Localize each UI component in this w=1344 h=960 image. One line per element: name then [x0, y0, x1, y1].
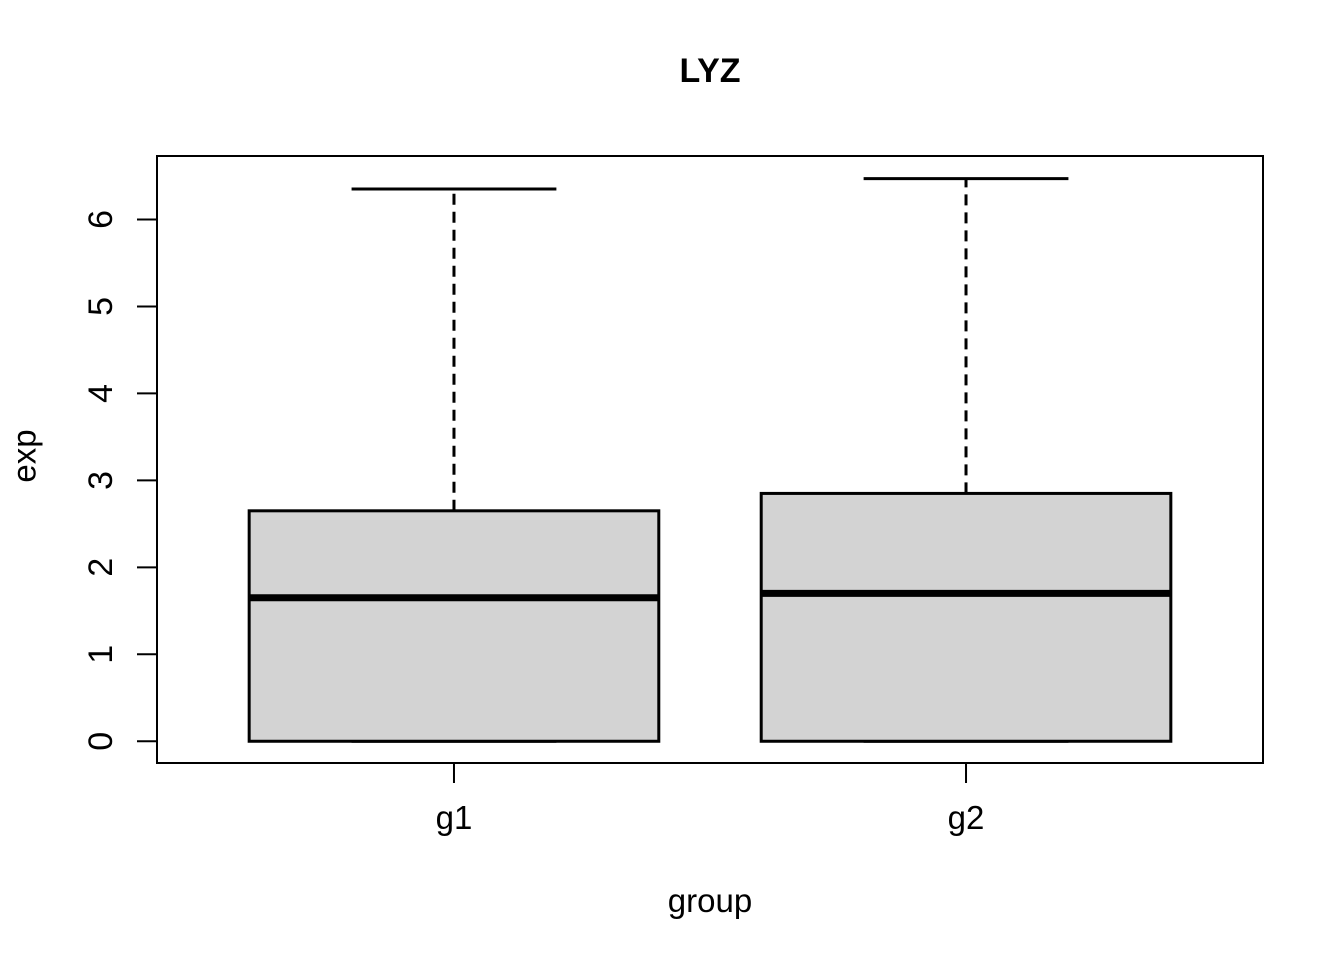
y-tick-label: 5 [82, 297, 120, 316]
y-tick-label: 3 [82, 471, 120, 490]
chart-title: LYZ [679, 52, 741, 90]
y-tick-label: 4 [82, 384, 120, 403]
y-tick-label: 0 [82, 732, 120, 751]
x-tick-label: g1 [436, 799, 473, 836]
y-tick-label: 6 [82, 210, 120, 229]
y-tick-label: 2 [82, 558, 120, 577]
y-tick-label: 1 [82, 645, 120, 664]
iqr-box [247, 509, 661, 743]
x-axis-title: group [667, 882, 753, 919]
plot-frame [156, 155, 1264, 764]
x-tick-label: g2 [948, 799, 985, 836]
iqr-box [759, 491, 1173, 743]
